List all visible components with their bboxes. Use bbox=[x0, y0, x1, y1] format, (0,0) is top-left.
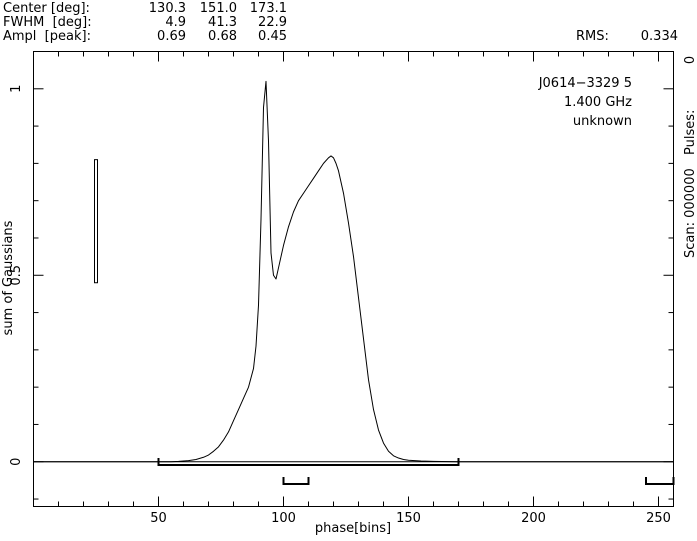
rms-label: RMS: bbox=[576, 29, 609, 44]
window-bracket bbox=[645, 477, 675, 485]
rms-value: 0.334 bbox=[641, 29, 678, 44]
chart-marks bbox=[33, 80, 675, 485]
plot-frame bbox=[33, 51, 674, 507]
center-value-3: 173.1 bbox=[250, 1, 287, 16]
frequency: 1.400 GHz bbox=[564, 95, 632, 110]
profile-line bbox=[33, 80, 674, 463]
y-axis-label: sum of Gaussians bbox=[1, 220, 16, 335]
x-tick-label: 50 bbox=[150, 511, 167, 526]
center-value-2: 151.0 bbox=[200, 1, 237, 16]
x-tick-label: 100 bbox=[271, 511, 296, 526]
ampl-value-2: 0.68 bbox=[208, 29, 237, 44]
axis-ticks bbox=[33, 51, 674, 507]
scale-bar bbox=[94, 159, 98, 284]
y-tick-label: 1 bbox=[9, 85, 24, 93]
y-tick-label: 0.5 bbox=[9, 265, 24, 286]
info-box: J0614−3329 5 1.400 GHz unknown bbox=[538, 76, 632, 129]
window-bracket bbox=[282, 477, 310, 485]
y-tick-label: 0 bbox=[9, 458, 24, 466]
center-label: Center [deg]: bbox=[3, 1, 90, 16]
ampl-label: Ampl [peak]: bbox=[3, 29, 91, 44]
x-tick-label: 250 bbox=[646, 511, 671, 526]
axis-tick-labels: 50 100 150 200 250 0 0.5 1 bbox=[9, 85, 671, 526]
ampl-value-1: 0.69 bbox=[157, 29, 186, 44]
x-tick-label: 150 bbox=[396, 511, 421, 526]
status-text: unknown bbox=[573, 114, 632, 129]
fwhm-label: FWHM [deg]: bbox=[3, 15, 92, 30]
fwhm-value-1: 4.9 bbox=[165, 15, 186, 30]
fwhm-value-2: 41.3 bbox=[208, 15, 237, 30]
window-bracket bbox=[157, 458, 460, 466]
x-tick-label: 200 bbox=[521, 511, 546, 526]
fwhm-value-3: 22.9 bbox=[258, 15, 287, 30]
center-value-1: 130.3 bbox=[149, 1, 186, 16]
source-name: J0614−3329 5 bbox=[538, 76, 632, 91]
header-stats: Center [deg]: 130.3 151.0 173.1 FWHM [de… bbox=[3, 1, 678, 44]
ampl-value-3: 0.45 bbox=[258, 29, 287, 44]
pulses-count: 0 bbox=[683, 56, 697, 64]
x-axis-label: phase[bins] bbox=[315, 521, 391, 536]
scan-label: Scan: 000000 bbox=[683, 168, 697, 258]
right-labels: 0 Pulses: Scan: 000000 bbox=[683, 56, 697, 258]
pulses-label: Pulses: bbox=[683, 110, 697, 155]
